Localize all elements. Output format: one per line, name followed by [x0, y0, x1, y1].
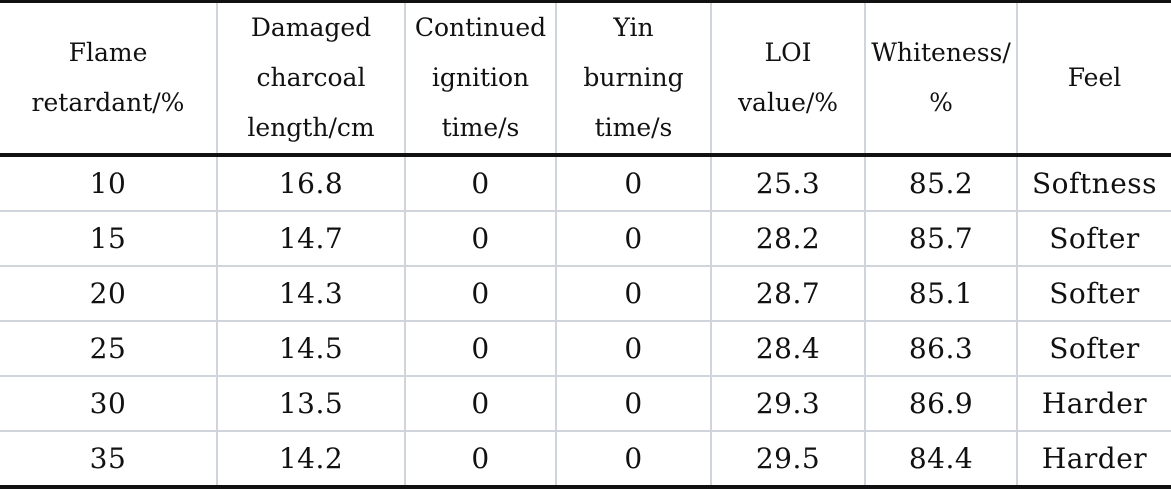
header-line: retardant/%	[31, 88, 185, 117]
header-line: Continued	[414, 13, 547, 42]
header-line: time/s	[594, 113, 673, 142]
table-body: 10 16.8 0 0 25.3 85.2 Softness 15 14.7 0…	[0, 155, 1171, 489]
cell-whiteness: 85.7	[864, 210, 1017, 266]
cell-feel: Harder	[1016, 430, 1171, 489]
cell-loi-value: 29.3	[710, 375, 865, 431]
header-flame-retardant: Flame retardant/%	[0, 0, 217, 157]
table-row: 15 14.7 0 0 28.2 85.7 Softer	[0, 210, 1171, 266]
cell-flame-retardant: 15	[0, 210, 217, 266]
cell-damaged-charcoal-length: 13.5	[216, 375, 405, 431]
cell-feel: Harder	[1016, 375, 1171, 431]
cell-whiteness: 86.9	[864, 375, 1017, 431]
header-line: Flame	[68, 38, 148, 67]
header-whiteness: Whiteness/ %	[864, 0, 1017, 157]
header-yin-burning-time: Yin burning time/s	[555, 0, 711, 157]
cell-flame-retardant: 25	[0, 320, 217, 376]
header-line: value/%	[737, 88, 839, 117]
cell-flame-retardant: 30	[0, 375, 217, 431]
header-line: Whiteness/	[871, 38, 1011, 67]
cell-yin-burning-time: 0	[555, 210, 711, 266]
cell-flame-retardant: 35	[0, 430, 217, 489]
header-line: Feel	[1067, 63, 1122, 92]
cell-loi-value: 29.5	[710, 430, 865, 489]
header-line: Yin	[613, 13, 654, 42]
cell-flame-retardant: 20	[0, 265, 217, 321]
header-line: Damaged	[250, 13, 372, 42]
cell-continued-ignition-time: 0	[404, 155, 556, 211]
cell-continued-ignition-time: 0	[404, 320, 556, 376]
cell-continued-ignition-time: 0	[404, 375, 556, 431]
header-line: burning	[583, 63, 684, 92]
cell-loi-value: 28.7	[710, 265, 865, 321]
cell-yin-burning-time: 0	[555, 430, 711, 489]
table-row: 35 14.2 0 0 29.5 84.4 Harder	[0, 430, 1171, 489]
table-row: 25 14.5 0 0 28.4 86.3 Softer	[0, 320, 1171, 376]
cell-yin-burning-time: 0	[555, 155, 711, 211]
header-feel: Feel	[1016, 0, 1171, 157]
cell-whiteness: 86.3	[864, 320, 1017, 376]
cell-loi-value: 28.2	[710, 210, 865, 266]
cell-continued-ignition-time: 0	[404, 265, 556, 321]
cell-yin-burning-time: 0	[555, 320, 711, 376]
cell-loi-value: 25.3	[710, 155, 865, 211]
cell-loi-value: 28.4	[710, 320, 865, 376]
header-loi-value: LOI value/%	[710, 0, 865, 157]
header-line: charcoal	[256, 63, 366, 92]
table-row: 20 14.3 0 0 28.7 85.1 Softer	[0, 265, 1171, 321]
cell-damaged-charcoal-length: 14.3	[216, 265, 405, 321]
header-row: Flame retardant/% Damaged charcoal lengt…	[0, 0, 1171, 157]
header-damaged-charcoal-length: Damaged charcoal length/cm	[216, 0, 405, 157]
cell-damaged-charcoal-length: 14.2	[216, 430, 405, 489]
cell-whiteness: 85.2	[864, 155, 1017, 211]
cell-whiteness: 84.4	[864, 430, 1017, 489]
header-line: ignition	[431, 63, 530, 92]
cell-feel: Softer	[1016, 210, 1171, 266]
cell-yin-burning-time: 0	[555, 265, 711, 321]
header-line: %	[929, 88, 953, 117]
cell-damaged-charcoal-length: 14.5	[216, 320, 405, 376]
header-line: time/s	[441, 113, 520, 142]
header-line: LOI	[764, 38, 812, 67]
cell-continued-ignition-time: 0	[404, 430, 556, 489]
cell-feel: Softness	[1016, 155, 1171, 211]
header-line: length/cm	[247, 113, 375, 142]
cell-continued-ignition-time: 0	[404, 210, 556, 266]
table-row: 10 16.8 0 0 25.3 85.2 Softness	[0, 155, 1171, 211]
cell-damaged-charcoal-length: 16.8	[216, 155, 405, 211]
cell-flame-retardant: 10	[89, 167, 127, 200]
header-continued-ignition-time: Continued ignition time/s	[404, 0, 556, 157]
table-row: 30 13.5 0 0 29.3 86.9 Harder	[0, 375, 1171, 431]
cell-damaged-charcoal-length: 14.7	[216, 210, 405, 266]
cell-feel: Softer	[1016, 320, 1171, 376]
table-header: Flame retardant/% Damaged charcoal lengt…	[0, 0, 1171, 157]
cell-feel: Softer	[1016, 265, 1171, 321]
cell-whiteness: 85.1	[864, 265, 1017, 321]
cell-yin-burning-time: 0	[555, 375, 711, 431]
